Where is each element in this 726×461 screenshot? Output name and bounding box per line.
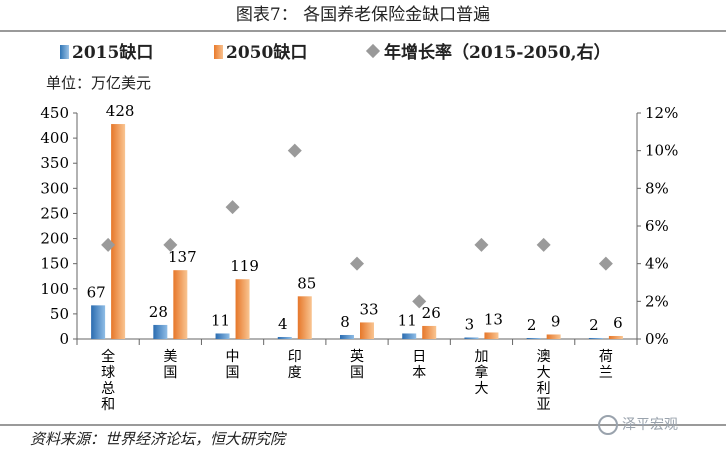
bar-2050	[173, 270, 188, 339]
bar-2015	[588, 337, 603, 339]
y-left-tick-label: 150	[40, 255, 69, 273]
growth-rate-point	[101, 237, 116, 252]
legend-item-2050: 2050缺口	[214, 38, 307, 63]
y-left-tick-label: 350	[40, 154, 69, 172]
data-label-2050: 9	[551, 312, 561, 330]
y-left-tick-label: 400	[40, 129, 69, 147]
x-tick-label: 英国	[350, 348, 364, 381]
data-label-2015: 67	[87, 283, 106, 301]
data-label-2050: 6	[613, 314, 623, 332]
y-left-tick-label: 450	[40, 104, 69, 122]
data-label-2015: 8	[340, 313, 350, 331]
y-right-tick-label: 0%	[645, 330, 669, 348]
growth-rate-point	[225, 200, 240, 215]
legend-swatch-2015	[60, 45, 69, 59]
bar-2015	[153, 324, 168, 339]
growth-rate-point	[412, 294, 427, 309]
bar-2015	[91, 305, 106, 339]
bar-2015	[526, 337, 541, 339]
growth-rate-point	[598, 256, 613, 271]
bar-2050	[546, 334, 561, 339]
data-label-2050: 85	[297, 274, 316, 292]
data-label-2015: 4	[278, 315, 288, 333]
bar-2050	[360, 322, 374, 339]
y-right-tick-label: 4%	[645, 255, 669, 273]
x-tick-label: 中国	[226, 349, 240, 381]
x-tick-label: 加拿大	[474, 349, 488, 397]
legend-item-2015: 2015缺口	[60, 38, 153, 63]
y-right-tick-label: 10%	[645, 142, 678, 160]
y-left-tick-label: 0	[59, 330, 69, 348]
y-right-tick-label: 2%	[645, 292, 669, 310]
unit-label: 单位：万亿美元	[46, 74, 152, 92]
y-left-tick-label: 200	[40, 230, 69, 248]
growth-rate-point	[536, 237, 551, 252]
x-tick-label: 日本	[412, 349, 426, 381]
bar-2050	[608, 335, 623, 339]
growth-rate-point	[287, 143, 302, 158]
y-right-tick-label: 6%	[645, 217, 669, 235]
data-label-2050: 13	[484, 310, 503, 328]
footer-divider	[0, 424, 726, 426]
data-label-2050: 428	[106, 102, 135, 120]
bar-2050	[484, 332, 499, 339]
bar-2050	[235, 279, 250, 339]
x-tick-label: 荷兰	[599, 349, 613, 381]
bar-2050	[422, 325, 437, 339]
y-left-tick-label: 100	[40, 280, 69, 298]
bar-2050	[297, 296, 312, 339]
data-label-2050: 33	[359, 300, 378, 318]
data-label-2015: 2	[527, 316, 537, 334]
y-right-tick-label: 8%	[645, 179, 669, 197]
data-label-2015: 11	[211, 311, 230, 329]
growth-rate-point	[350, 256, 364, 271]
bar-2015	[464, 337, 479, 339]
source-note: 资料来源：世界经济论坛，恒大研究院	[30, 430, 286, 448]
growth-rate-point	[474, 237, 489, 252]
y-left-tick-label: 250	[40, 204, 69, 222]
legend-swatch-2050	[214, 45, 223, 59]
growth-rate-point	[163, 237, 178, 252]
data-label-2050: 137	[168, 248, 197, 266]
bar-2050	[111, 124, 126, 339]
bar-2015	[340, 334, 354, 339]
y-right-tick-label: 12%	[645, 104, 678, 122]
x-tick-label: 印度	[288, 349, 302, 381]
chart-title: 图表7： 各国养老保险金缺口普遍	[0, 0, 726, 32]
data-label-2050: 26	[422, 304, 441, 322]
data-label-2050: 119	[230, 257, 259, 275]
y-left-tick-label: 50	[50, 305, 69, 323]
data-label-2015: 3	[465, 315, 475, 333]
x-tick-label: 全球总和	[101, 348, 115, 413]
bar-2015	[215, 333, 230, 339]
bar-2015	[402, 333, 417, 339]
y-left-tick-label: 300	[40, 179, 69, 197]
data-label-2015: 11	[398, 311, 417, 329]
watermark: 泽平宏观	[598, 414, 678, 435]
wechat-icon	[598, 415, 618, 435]
data-label-2015: 2	[589, 316, 599, 334]
x-tick-label: 澳大利亚	[537, 349, 551, 413]
legend-item-growth: 年增长率（2015-2050,右）	[365, 38, 611, 63]
x-tick-label: 美国	[163, 349, 177, 381]
bar-2015	[277, 336, 292, 339]
data-label-2015: 28	[149, 303, 168, 321]
